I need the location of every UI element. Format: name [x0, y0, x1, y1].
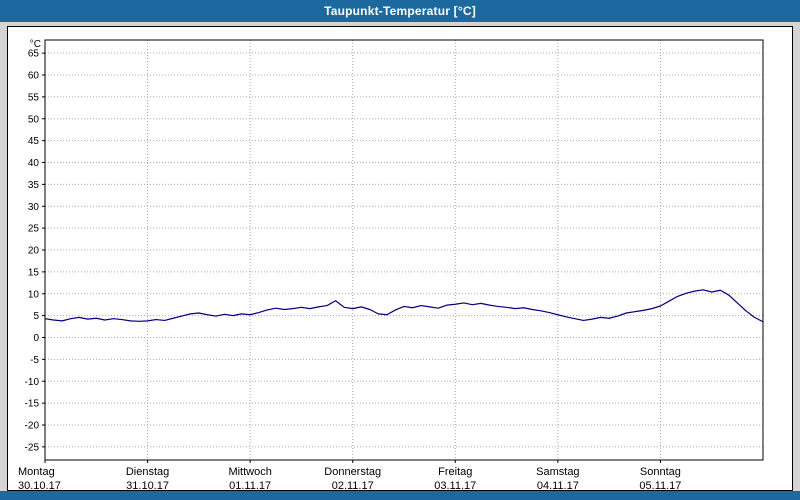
title-bar: Taupunkt-Temperatur [°C] — [0, 0, 800, 22]
x-day-label: Montag — [18, 466, 55, 478]
x-date-label: 30.10.17 — [18, 480, 61, 491]
y-tick-label: 50 — [28, 114, 40, 125]
x-day-label: Sonntag — [640, 466, 681, 478]
x-date-label: 04.11.17 — [537, 480, 579, 491]
y-tick-label: 60 — [28, 71, 40, 82]
x-date-label: 01.11.17 — [229, 480, 271, 491]
bottom-bar — [0, 491, 800, 500]
x-day-label: Mittwoch — [228, 466, 271, 478]
y-tick-label: -5 — [30, 355, 39, 366]
x-date-label: 02.11.17 — [332, 480, 374, 491]
dewpoint-chart: °C65605550454035302520151050-5-10-15-20-… — [18, 39, 764, 491]
y-tick-label: 45 — [28, 136, 40, 147]
y-tick-label: 0 — [33, 333, 39, 344]
chart-panel: °C 65 60 55 50 45 40 35 30 25 20 15 10 5 0 -5 -10 -15 -20-… — [7, 26, 793, 491]
y-tick-label: 55 — [28, 92, 40, 103]
y-tick-label: 20 — [28, 246, 40, 257]
y-tick-label: 40 — [28, 158, 40, 169]
y-tick-label: 25 — [28, 224, 40, 235]
y-tick-label: 65 — [28, 49, 40, 60]
plot-border — [44, 39, 764, 461]
x-date-label: 31.10.17 — [126, 480, 169, 491]
x-date-label: 03.11.17 — [434, 480, 476, 491]
y-tick-label: 5 — [33, 311, 39, 322]
y-tick-label: 10 — [28, 289, 40, 300]
y-tick-label: -25 — [25, 442, 40, 453]
y-tick-label: -15 — [25, 399, 40, 410]
x-day-label: Dienstag — [126, 466, 169, 478]
y-tick-label: 35 — [28, 180, 40, 191]
x-date-label: 05.11.17 — [639, 480, 681, 491]
x-day-label: Donnerstag — [324, 466, 381, 478]
y-tick-label: 30 — [28, 202, 40, 213]
y-axis-unit-label: °C — [30, 39, 41, 50]
x-day-label: Freitag — [438, 466, 472, 478]
dewpoint-line — [44, 289, 764, 323]
y-tick-label: 15 — [28, 267, 40, 278]
chart-title: Taupunkt-Temperatur [°C] — [324, 4, 476, 18]
y-tick-label: -10 — [25, 377, 40, 388]
y-tick-label: -20 — [25, 421, 40, 432]
x-day-label: Samstag — [536, 466, 579, 478]
